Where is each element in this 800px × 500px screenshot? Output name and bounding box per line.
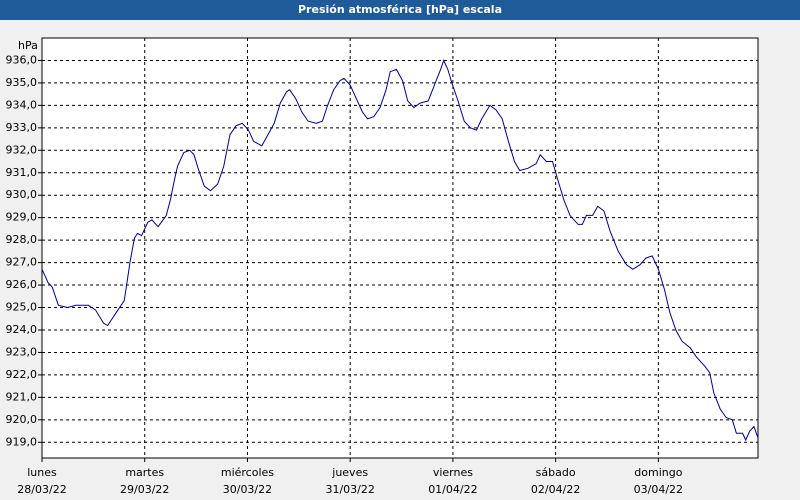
x-tick-label: jueves xyxy=(331,466,368,479)
x-tick-label: lunes xyxy=(27,466,57,479)
y-axis-label: hPa xyxy=(18,39,38,52)
chart-title: Presión atmosférica [hPa] escala xyxy=(298,3,502,16)
x-tick-sublabel: 29/03/22 xyxy=(120,483,169,496)
y-tick-label: 934,0 xyxy=(6,98,38,111)
x-tick-label: domingo xyxy=(634,466,682,479)
y-tick-label: 931,0 xyxy=(6,166,38,179)
y-tick-label: 936,0 xyxy=(6,53,38,66)
x-tick-sublabel: 02/04/22 xyxy=(531,483,580,496)
y-tick-label: 930,0 xyxy=(6,188,38,201)
x-tick-sublabel: 03/04/22 xyxy=(634,483,683,496)
y-tick-label: 928,0 xyxy=(6,233,38,246)
x-tick-label: sábado xyxy=(536,466,576,479)
title-bar xyxy=(0,0,800,20)
y-tick-label: 923,0 xyxy=(6,345,38,358)
x-tick-sublabel: 01/04/22 xyxy=(428,483,477,496)
y-tick-label: 933,0 xyxy=(6,121,38,134)
y-tick-label: 929,0 xyxy=(6,211,38,224)
x-tick-sublabel: 28/03/22 xyxy=(17,483,66,496)
y-tick-label: 926,0 xyxy=(6,278,38,291)
y-tick-label: 932,0 xyxy=(6,143,38,156)
x-tick-label: viernes xyxy=(433,466,473,479)
y-tick-label: 922,0 xyxy=(6,368,38,381)
x-tick-label: miércoles xyxy=(221,466,274,479)
y-tick-label: 921,0 xyxy=(6,390,38,403)
x-tick-sublabel: 31/03/22 xyxy=(325,483,374,496)
data-line xyxy=(41,59,759,442)
y-tick-label: 935,0 xyxy=(6,76,38,89)
x-tick-sublabel: 30/03/22 xyxy=(223,483,272,496)
y-tick-label: 925,0 xyxy=(6,301,38,314)
y-tick-label: 927,0 xyxy=(6,256,38,269)
plot-area xyxy=(41,37,759,459)
y-tick-label: 924,0 xyxy=(6,323,38,336)
x-tick-label: martes xyxy=(125,466,164,479)
y-tick-label: 920,0 xyxy=(6,413,38,426)
y-tick-label: 919,0 xyxy=(6,435,38,448)
